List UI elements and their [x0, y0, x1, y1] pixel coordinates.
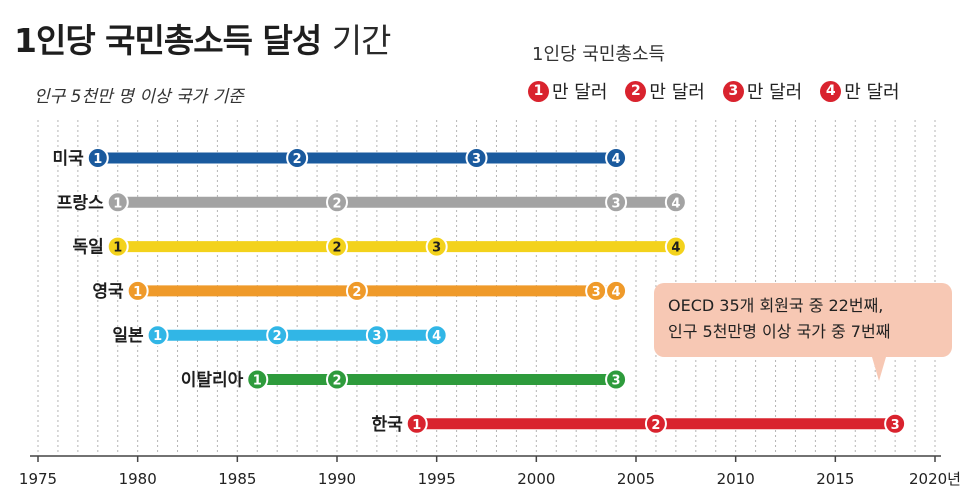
chart-title-main: 1인당 국민총소득 달성 [14, 21, 322, 60]
milestone-label: 3 [612, 374, 621, 389]
x-tick-label: 1980 [119, 470, 157, 488]
milestone-label: 4 [612, 285, 621, 300]
legend-label-1: 만 달러 [552, 82, 608, 103]
milestone-label: 4 [671, 241, 680, 256]
milestone-marker [644, 412, 667, 435]
milestone-label: 1 [113, 241, 122, 256]
milestone-marker [126, 279, 149, 302]
callout-line-2: 인구 5천만명 이상 국가 중 7번째 [668, 322, 891, 341]
legend-marker-1: 1 [528, 80, 549, 102]
milestone-label: 4 [612, 152, 621, 167]
legend: 1 만 달러 2 만 달러 3 만 달러 4 만 달러 [528, 78, 900, 104]
x-tick-label: 2005 [617, 470, 655, 488]
milestone-marker [246, 368, 269, 391]
callout-pointer [872, 357, 886, 381]
milestone-label: 1 [412, 418, 421, 433]
x-tick-label: 1975 [19, 470, 57, 488]
milestone-marker [605, 368, 628, 391]
x-tick-label: 1995 [418, 470, 456, 488]
milestone-marker [146, 324, 169, 347]
milestone-label: 3 [612, 196, 621, 211]
milestone-label: 1 [133, 285, 142, 300]
country-label: 프랑스 [57, 193, 104, 213]
milestone-marker [106, 191, 129, 214]
legend-label-3: 만 달러 [746, 82, 803, 103]
milestone-marker [326, 368, 348, 391]
legend-title: 1인당 국민총소득 [532, 44, 666, 65]
milestone-marker [266, 324, 289, 347]
milestone-label: 3 [472, 152, 481, 167]
callout-box: OECD 35개 회원국 중 22번째, 인구 5천만명 이상 국가 중 7번째 [654, 283, 952, 357]
milestone-marker [405, 412, 428, 435]
legend-label-4: 만 달러 [844, 82, 900, 103]
milestone-marker [286, 147, 309, 169]
country-label: 독일 [72, 238, 103, 258]
x-tick-label: 2010 [717, 470, 755, 488]
milestone-label: 2 [273, 329, 282, 344]
milestone-marker [106, 235, 129, 258]
milestone-marker [86, 147, 109, 169]
milestone-label: 3 [592, 285, 601, 300]
milestone-marker [605, 191, 628, 214]
milestone-label: 1 [93, 152, 102, 167]
milestone-marker [345, 279, 368, 302]
chart-title: 1인당 국민총소득 달성 기간 [14, 14, 392, 62]
milestone-marker [326, 235, 348, 258]
milestone-label: 1 [153, 329, 162, 344]
milestone-marker [664, 235, 687, 258]
milestone-label: 3 [891, 418, 900, 433]
country-label: 영국 [92, 282, 124, 302]
milestone-label: 4 [671, 196, 680, 211]
milestone-marker [664, 191, 687, 214]
legend-item-2: 2 만 달러 [625, 78, 705, 104]
legend-item-4: 4 만 달러 [820, 78, 900, 104]
milestone-marker [425, 235, 448, 258]
legend-item-3: 3 만 달러 [722, 78, 803, 104]
legend-marker-3: 3 [722, 80, 744, 102]
x-tick-label: 1985 [218, 470, 256, 488]
legend-label-2: 만 달러 [649, 82, 705, 103]
legend-marker-4: 4 [820, 80, 842, 102]
milestone-marker [465, 147, 488, 169]
milestone-label: 4 [432, 329, 441, 344]
x-tick-label: 2020년 [909, 470, 960, 488]
milestone-marker [425, 324, 448, 347]
milestone-marker [326, 191, 348, 214]
milestone-marker [884, 412, 907, 435]
chart-title-rest: 기간 [331, 21, 392, 60]
milestone-label: 2 [293, 152, 302, 167]
chart-subtitle: 인구 5천만 명 이상 국가 기준 [34, 87, 244, 107]
milestone-label: 2 [332, 196, 341, 211]
milestone-marker [605, 279, 628, 302]
milestone-label: 3 [432, 241, 441, 256]
milestone-label: 3 [372, 329, 381, 344]
milestone-label: 2 [651, 418, 660, 433]
callout-line-1: OECD 35개 회원국 중 22번째, [668, 296, 884, 315]
x-tick-label: 2015 [816, 470, 854, 488]
milestone-label: 2 [332, 241, 341, 256]
country-label: 한국 [371, 415, 403, 435]
legend-marker-2: 2 [625, 80, 647, 102]
legend-item-1: 1 만 달러 [528, 78, 607, 104]
x-tick-label: 1990 [318, 470, 356, 488]
milestone-marker [605, 147, 628, 169]
milestone-marker [365, 324, 388, 347]
milestone-label: 2 [352, 285, 361, 300]
country-label: 미국 [53, 149, 85, 169]
country-label: 이탈리아 [181, 370, 244, 391]
milestone-label: 2 [332, 374, 341, 389]
country-label: 일본 [112, 326, 144, 346]
milestone-label: 1 [113, 196, 122, 211]
milestone-label: 1 [253, 374, 262, 389]
x-tick-label: 2000 [517, 470, 555, 488]
